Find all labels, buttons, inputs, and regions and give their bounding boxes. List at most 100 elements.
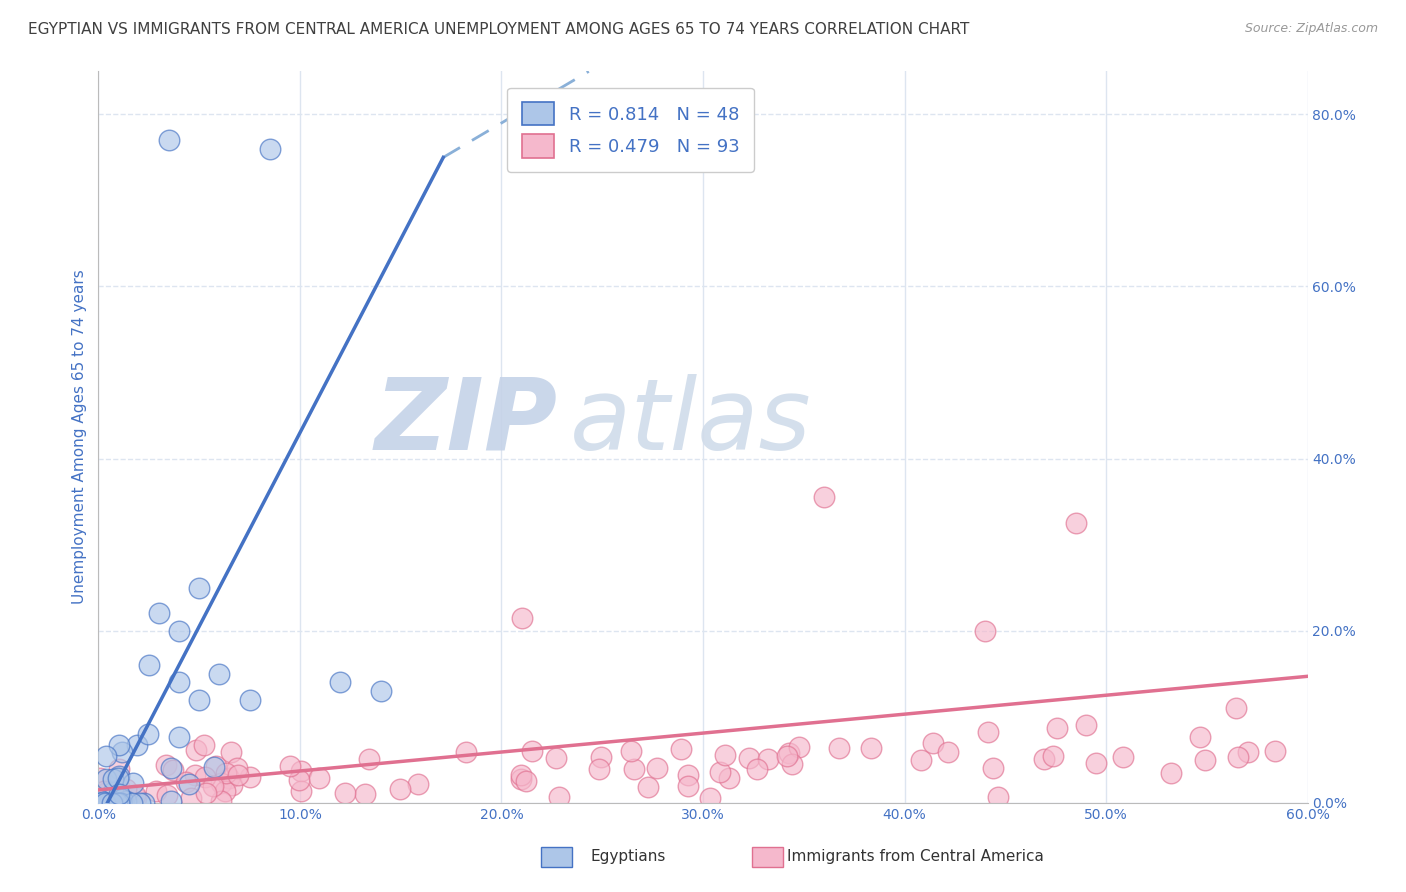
Point: [669, 741, 692, 756]
Point: [111, 745, 134, 759]
Point: [745, 762, 768, 776]
Point: [101, 796, 124, 810]
Point: [782, 757, 804, 772]
Point: [108, 763, 131, 777]
Point: [188, 581, 211, 595]
Point: [127, 738, 149, 752]
Point: [1046, 721, 1069, 735]
Point: [129, 796, 152, 810]
Point: [155, 758, 177, 772]
Point: [219, 745, 242, 759]
Point: [709, 764, 731, 779]
Point: [354, 787, 377, 801]
Point: [329, 675, 352, 690]
Point: [778, 746, 800, 760]
Point: [548, 789, 571, 804]
Point: [509, 768, 531, 782]
Point: [215, 765, 238, 780]
Point: [738, 751, 761, 765]
Text: atlas: atlas: [569, 374, 811, 471]
Point: [186, 743, 208, 757]
Point: [1084, 756, 1107, 770]
Text: Immigrants from Central America: Immigrants from Central America: [787, 849, 1045, 863]
Point: [188, 692, 211, 706]
Point: [89, 793, 111, 807]
Point: [1042, 749, 1064, 764]
Point: [167, 675, 190, 690]
Point: [214, 784, 236, 798]
Point: [107, 787, 129, 801]
Point: [226, 767, 249, 781]
Point: [406, 777, 429, 791]
Point: [699, 790, 721, 805]
Point: [193, 739, 215, 753]
Point: [278, 759, 301, 773]
Point: [290, 764, 312, 779]
Point: [370, 684, 392, 698]
Point: [202, 759, 225, 773]
Point: [121, 796, 143, 810]
Point: [510, 772, 533, 786]
Point: [239, 692, 262, 706]
Point: [156, 789, 179, 803]
Point: [124, 791, 146, 805]
Point: [121, 775, 143, 789]
Point: [167, 624, 190, 638]
Text: EGYPTIAN VS IMMIGRANTS FROM CENTRAL AMERICA UNEMPLOYMENT AMONG AGES 65 TO 74 YEA: EGYPTIAN VS IMMIGRANTS FROM CENTRAL AMER…: [28, 22, 970, 37]
Point: [101, 785, 124, 799]
Point: [1076, 717, 1098, 731]
Point: [520, 744, 543, 758]
Point: [108, 769, 131, 783]
Point: [111, 792, 134, 806]
Y-axis label: Unemployment Among Ages 65 to 74 years: Unemployment Among Ages 65 to 74 years: [72, 269, 87, 605]
Point: [115, 794, 138, 808]
Point: [974, 624, 997, 638]
Point: [591, 750, 613, 764]
Point: [204, 758, 226, 772]
Legend: R = 0.814   N = 48, R = 0.479   N = 93: R = 0.814 N = 48, R = 0.479 N = 93: [508, 87, 754, 172]
Point: [1264, 744, 1286, 758]
Point: [510, 611, 533, 625]
Point: [921, 736, 943, 750]
Point: [108, 782, 131, 797]
Point: [110, 796, 132, 810]
Point: [620, 743, 643, 757]
Point: [93, 784, 115, 798]
Point: [388, 782, 411, 797]
Point: [157, 133, 180, 147]
Point: [335, 786, 357, 800]
Point: [108, 796, 131, 810]
Point: [290, 783, 312, 797]
Point: [96, 785, 118, 799]
Point: [623, 762, 645, 776]
Point: [936, 745, 959, 759]
Point: [1112, 750, 1135, 764]
Point: [89, 771, 111, 785]
Point: [987, 789, 1010, 804]
Point: [209, 776, 232, 790]
Point: [138, 658, 160, 673]
Point: [456, 745, 478, 759]
Point: [194, 786, 217, 800]
Point: [209, 793, 232, 807]
Point: [637, 780, 659, 794]
Point: [94, 796, 117, 810]
Point: [1237, 745, 1260, 759]
Point: [645, 761, 668, 775]
Point: [860, 741, 883, 756]
Point: [981, 761, 1004, 775]
Point: [1225, 701, 1247, 715]
Point: [208, 666, 231, 681]
Point: [107, 796, 129, 810]
Point: [124, 789, 146, 803]
Point: [160, 794, 183, 808]
Text: Source: ZipAtlas.com: Source: ZipAtlas.com: [1244, 22, 1378, 36]
Point: [91, 795, 114, 809]
Point: [221, 778, 243, 792]
Point: [787, 739, 810, 754]
Point: [239, 771, 262, 785]
Point: [1064, 516, 1087, 530]
Point: [827, 740, 849, 755]
Point: [162, 763, 184, 777]
Point: [676, 767, 699, 781]
